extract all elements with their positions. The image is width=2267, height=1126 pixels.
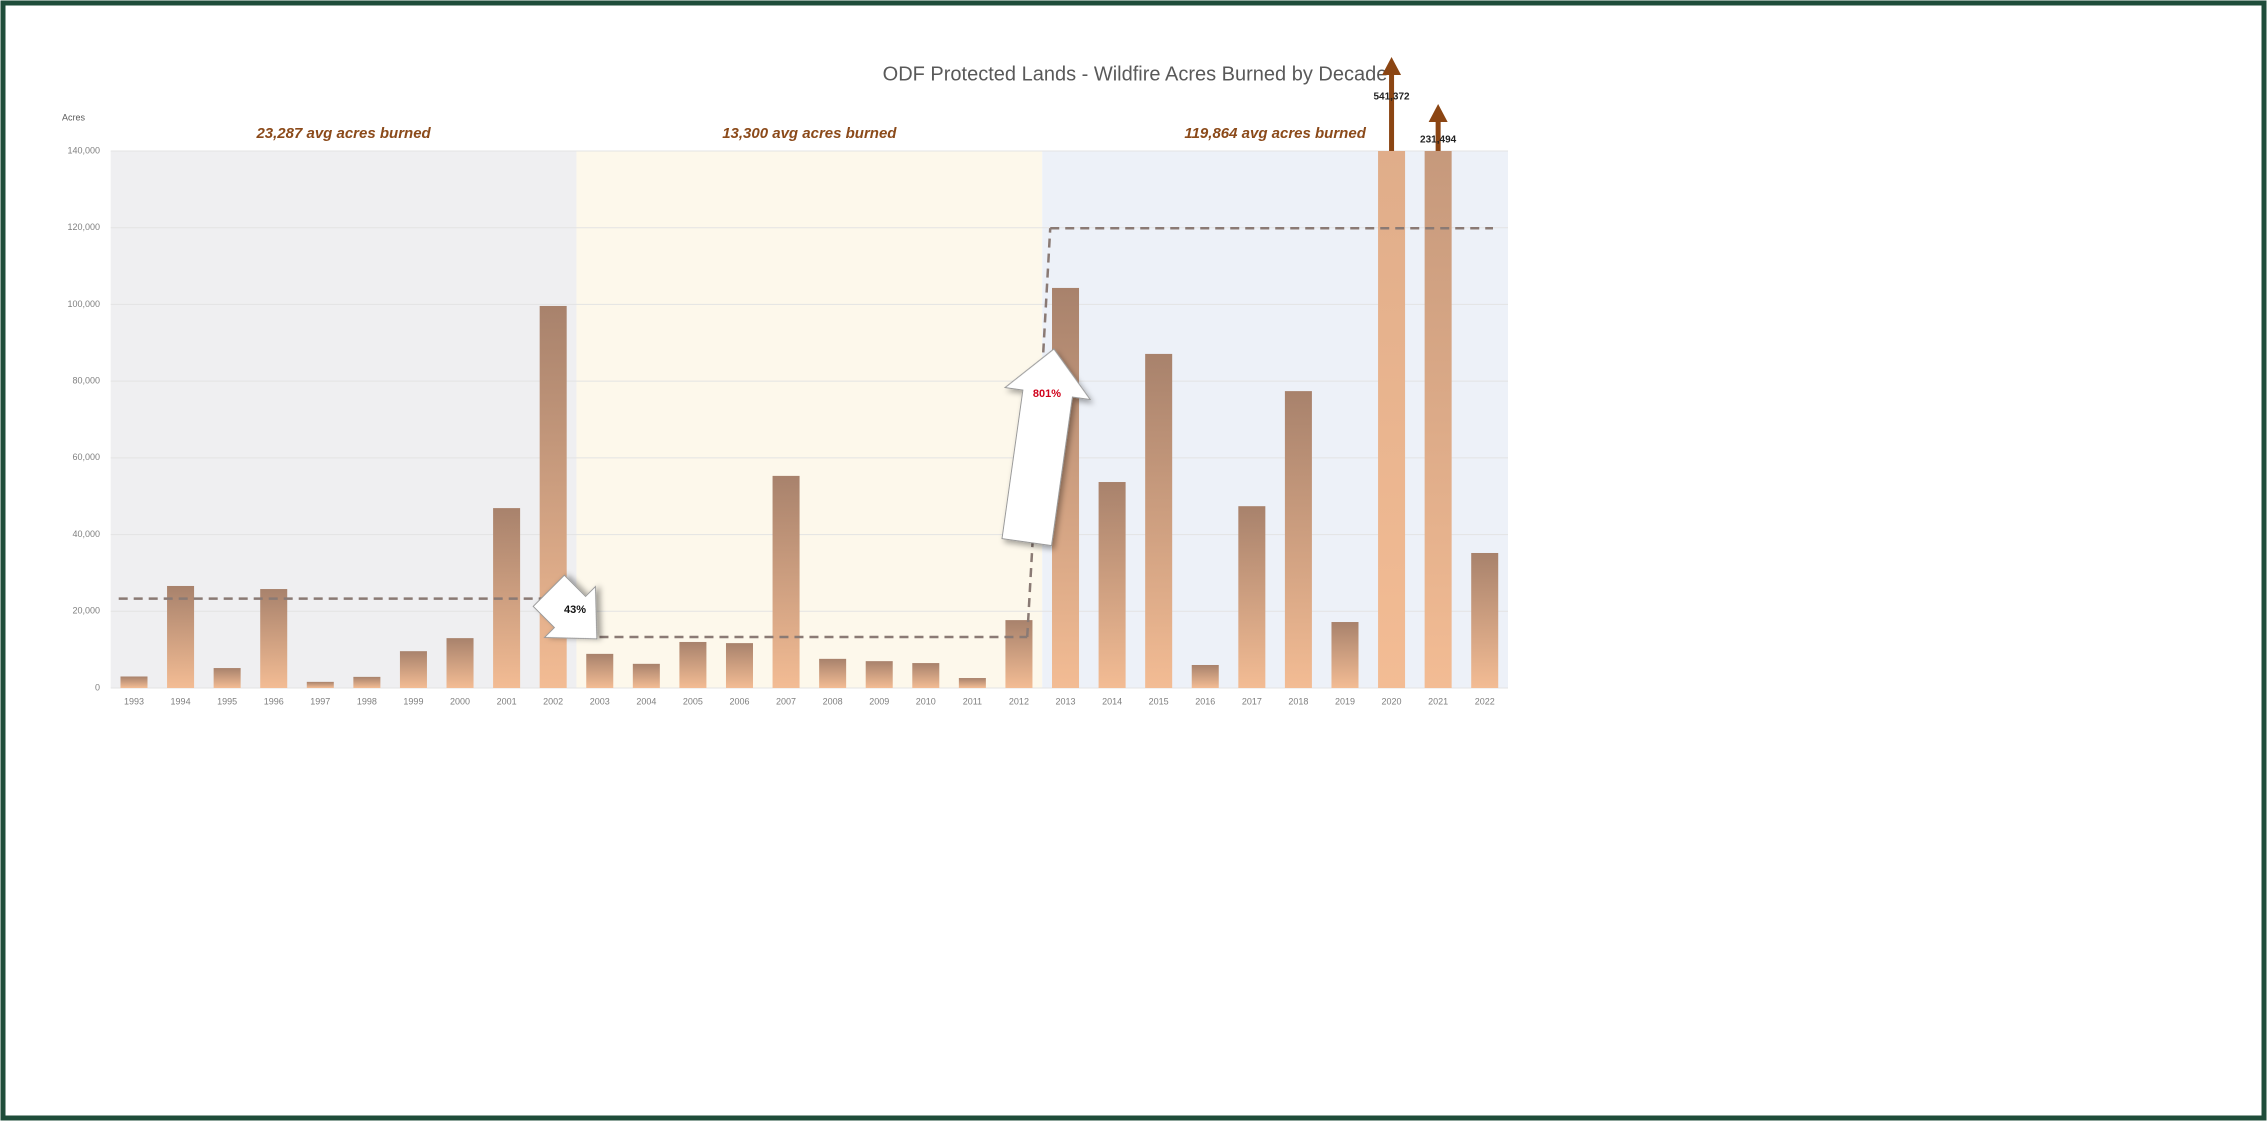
x-tick-label: 1997: [310, 696, 330, 706]
x-tick-label: 2021: [1428, 696, 1448, 706]
bar: [1191, 664, 1219, 688]
y-tick-label: 60,000: [72, 452, 100, 462]
down-arrow: [532, 574, 598, 640]
bar: [1471, 552, 1499, 688]
x-tick-label: 2019: [1335, 696, 1355, 706]
bar: [353, 676, 381, 688]
bar: [912, 663, 940, 688]
x-tick-label: 2017: [1242, 696, 1262, 706]
x-tick-label: 1998: [357, 696, 377, 706]
x-tick-label: 2022: [1475, 696, 1495, 706]
bar: [958, 678, 986, 688]
bar: [679, 641, 707, 688]
x-tick-label: 2016: [1195, 696, 1215, 706]
y-tick-label: 140,000: [67, 145, 100, 155]
chart-title: ODF Protected Lands - Wildfire Acres Bur…: [883, 63, 1388, 85]
x-tick-label: 2005: [683, 696, 703, 706]
y-tick-label: 120,000: [67, 222, 100, 232]
bar: [586, 653, 614, 688]
x-tick-label: 2015: [1149, 696, 1169, 706]
value-label: 231,494: [1420, 135, 1457, 146]
arrow-shape: [532, 574, 598, 640]
decade-label: 119,864 avg acres burned: [1184, 125, 1366, 142]
bar: [120, 676, 148, 688]
x-tick-label: 2018: [1288, 696, 1308, 706]
x-tick-label: 1993: [124, 696, 144, 706]
bar: [772, 475, 800, 688]
annotation: 801%: [1033, 388, 1061, 400]
bar: [1284, 391, 1312, 688]
bar: [819, 658, 847, 688]
y-tick-label: 40,000: [72, 529, 100, 539]
bar: [1098, 482, 1126, 688]
y-axis-label: Acres: [62, 112, 86, 122]
x-tick-label: 1996: [264, 696, 284, 706]
bar: [306, 681, 334, 688]
bar: [865, 661, 893, 688]
x-tick-label: 2012: [1009, 696, 1029, 706]
bar: [260, 589, 288, 688]
y-tick-label: 0: [95, 682, 100, 692]
x-tick-label: 2006: [729, 696, 749, 706]
x-tick-label: 2004: [636, 696, 656, 706]
x-tick-label: 1994: [171, 696, 191, 706]
average-connector: [1025, 228, 1052, 638]
bar: [167, 585, 195, 688]
x-tick-label: 2007: [776, 696, 796, 706]
bar: [1424, 151, 1452, 688]
x-tick-label: 2008: [823, 696, 843, 706]
bar: [1145, 353, 1173, 688]
x-tick-label: 2001: [497, 696, 517, 706]
decade-label: 23,287 avg acres burned: [255, 125, 431, 142]
arrow-shape: [1001, 348, 1092, 547]
bar: [725, 643, 753, 688]
bar: [1378, 151, 1406, 688]
up-arrow: [1001, 348, 1092, 547]
value-label: 541,372: [1373, 92, 1410, 103]
x-tick-label: 2013: [1056, 696, 1076, 706]
x-tick-label: 2020: [1382, 696, 1402, 706]
decade-band: [576, 151, 1043, 688]
x-tick-label: 2011: [963, 696, 982, 706]
x-tick-label: 2002: [543, 696, 563, 706]
bar: [213, 668, 241, 688]
annotation: 43%: [564, 604, 586, 616]
x-tick-label: 2009: [869, 696, 889, 706]
bar: [1238, 506, 1266, 688]
x-tick-label: 2000: [450, 696, 470, 706]
x-tick-label: 1995: [217, 696, 237, 706]
bar: [399, 651, 427, 688]
overflow-arrow: [1382, 57, 1402, 151]
bar: [632, 663, 660, 688]
y-tick-label: 80,000: [72, 376, 100, 386]
x-tick-label: 2010: [916, 696, 936, 706]
bar: [446, 638, 474, 688]
bar: [1331, 622, 1359, 688]
x-tick-label: 1999: [403, 696, 423, 706]
y-tick-label: 100,000: [67, 299, 100, 309]
y-tick-label: 20,000: [72, 606, 100, 616]
overflow-arrow: [1428, 104, 1448, 151]
x-tick-label: 2003: [590, 696, 610, 706]
x-tick-label: 2014: [1102, 696, 1122, 706]
decade-label: 13,300 avg acres burned: [722, 125, 897, 142]
